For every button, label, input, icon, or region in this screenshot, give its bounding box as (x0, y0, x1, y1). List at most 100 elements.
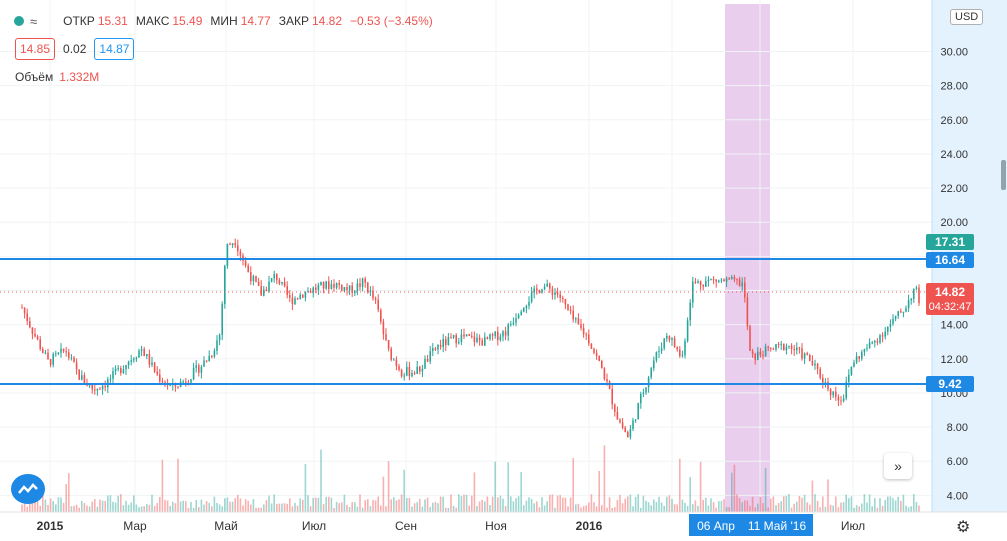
bid-button[interactable]: 14.85 (15, 38, 56, 60)
candle-body (130, 360, 132, 362)
volume-bar (101, 500, 104, 512)
candle-body (216, 340, 218, 351)
green-dot-icon (14, 16, 24, 26)
time-axis-ticks: 2015 Мар Май Июл Сен Ноя 2016 Июл (37, 519, 866, 533)
volume-bar (257, 507, 260, 512)
candle-body (252, 276, 255, 282)
candle-body (393, 359, 395, 361)
candle-body (640, 394, 642, 404)
candle-body (517, 314, 520, 319)
volume-bar (887, 496, 889, 512)
volume-bar (762, 503, 764, 512)
candle-body (419, 366, 421, 372)
wave-icon[interactable]: ≈ (30, 13, 38, 29)
volume-bar (42, 495, 44, 512)
volume-bar (91, 501, 93, 512)
candle-body (619, 419, 621, 423)
candle-body (616, 411, 619, 420)
volume-bar (569, 497, 572, 512)
gear-icon[interactable]: ⚙ (956, 519, 971, 536)
candle-body (507, 324, 509, 336)
time-tick-label: Май (214, 519, 238, 533)
volume-bar (190, 501, 192, 512)
time-axis-background[interactable] (0, 512, 1007, 541)
volume-bar (655, 501, 658, 512)
candle-body (70, 357, 73, 359)
volume-bar (603, 445, 606, 512)
candle-body (369, 290, 372, 292)
volume-bar (686, 505, 689, 512)
ask-button[interactable]: 14.87 (94, 38, 135, 60)
volume-bar (229, 501, 231, 512)
candle-body (29, 321, 31, 328)
candle-body (465, 334, 468, 337)
volume-bar (68, 473, 70, 512)
candle-body (450, 336, 452, 338)
volume-bar (270, 503, 273, 512)
price-tag-high-text: 17.31 (935, 235, 965, 249)
candle-body (94, 389, 96, 391)
volume-bar (60, 497, 62, 512)
volume-bar (523, 505, 525, 512)
candle-body (712, 279, 715, 281)
candle-body (848, 374, 850, 382)
volume-bar (458, 494, 460, 512)
date-range-label-bg (689, 514, 813, 536)
candle-body (871, 342, 873, 344)
volume-bar (897, 496, 899, 512)
volume-bar (671, 498, 673, 512)
candle-body (702, 285, 704, 287)
candle-body (572, 310, 574, 320)
volume-bar (915, 502, 918, 512)
volume-bar (395, 500, 398, 512)
candle-body (569, 309, 572, 311)
volume-bar (244, 499, 247, 512)
candle-body (31, 327, 34, 334)
volume-bar (450, 494, 452, 512)
volume-bar (884, 500, 886, 512)
currency-badge[interactable]: USD (950, 9, 984, 25)
time-tick-label: 2015 (37, 519, 64, 533)
candle-body (283, 281, 286, 287)
volume-bar (606, 507, 608, 512)
candle-body (515, 318, 517, 323)
candle-body (484, 337, 486, 346)
volume-bar (385, 506, 387, 512)
candle-body (738, 279, 741, 287)
low-label: МИН (210, 14, 238, 28)
candle-body (429, 351, 431, 362)
candle-body (884, 331, 886, 337)
volume-bar (790, 507, 793, 512)
volume-bar (55, 504, 57, 512)
candle-body (185, 381, 187, 383)
candle-body (101, 385, 104, 390)
volume-bar (205, 501, 208, 512)
candle-body (647, 377, 650, 388)
scroll-to-realtime-button[interactable]: » (884, 453, 912, 479)
candle-body (471, 335, 473, 337)
volume-bar (88, 506, 91, 512)
candle-body (200, 366, 203, 373)
volume-bar (889, 496, 892, 512)
candle-body (770, 347, 772, 349)
price-axis-scroll[interactable] (1001, 160, 1006, 190)
candle-body (827, 381, 829, 390)
volume-bar (166, 500, 169, 512)
candle-body (315, 287, 317, 290)
volume-bar (679, 458, 681, 512)
volume-bar (572, 458, 574, 512)
candle-body (291, 297, 294, 305)
volume-bar (543, 505, 546, 512)
candle-body (536, 288, 538, 291)
volume-bar (593, 502, 595, 512)
close-label: ЗАКР (278, 14, 309, 28)
volume-bar (567, 506, 569, 512)
candle-body (918, 287, 920, 304)
volume-bar (777, 502, 780, 512)
volume-bar (411, 506, 413, 512)
candle-body (478, 337, 481, 341)
volume-bar (556, 495, 559, 512)
candle-body (411, 372, 413, 377)
tradingview-logo-icon[interactable] (11, 474, 45, 504)
